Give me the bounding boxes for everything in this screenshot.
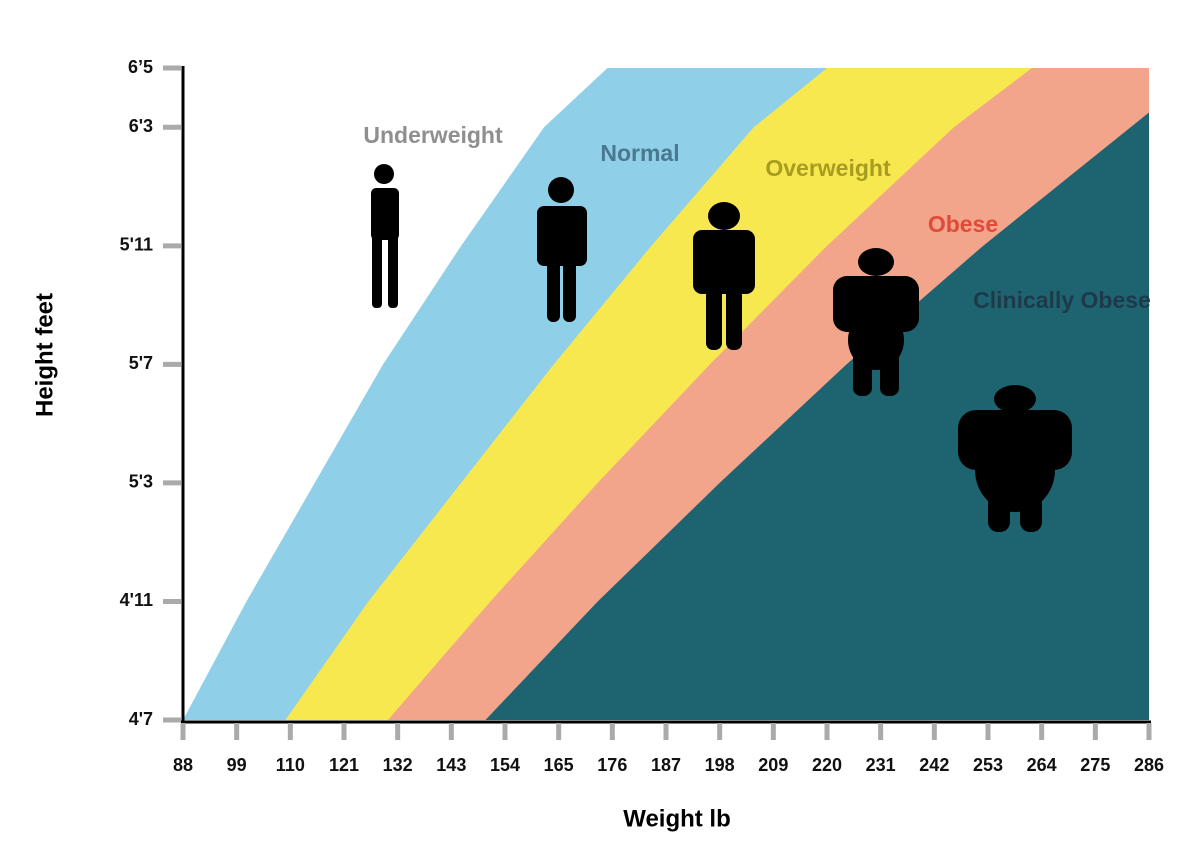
y-axis-title: Height feet — [31, 293, 58, 417]
x-tick-label: 154 — [490, 755, 520, 775]
x-tick-label: 253 — [973, 755, 1003, 775]
zone-label: Normal — [600, 140, 679, 166]
y-tick-label: 6’5 — [128, 57, 153, 77]
zone-label: Overweight — [765, 155, 891, 181]
x-axis-title: Weight lb — [623, 805, 731, 832]
zone-label: Underweight — [363, 122, 503, 148]
x-tick-label: 209 — [758, 755, 788, 775]
x-tick-label: 264 — [1027, 755, 1057, 775]
y-tick-label: 5'7 — [129, 353, 153, 373]
x-tick-label: 143 — [436, 755, 466, 775]
y-tick-label: 4'11 — [120, 590, 153, 610]
plot-area — [183, 68, 1150, 720]
figures — [371, 164, 1072, 532]
y-tick-label: 6'3 — [129, 116, 153, 136]
x-tick-label: 165 — [544, 755, 574, 775]
x-tick-label: 88 — [173, 755, 193, 775]
y-tick-label: 5'11 — [120, 235, 153, 255]
figure-obese — [833, 248, 919, 396]
x-tick-label: 99 — [227, 755, 247, 775]
zone-label: Obese — [928, 211, 998, 237]
x-tick-label: 110 — [276, 755, 305, 775]
x-tick-label: 198 — [705, 755, 735, 775]
y-tick-label: 5'3 — [129, 472, 153, 492]
zone-area — [485, 68, 1149, 720]
figure-overweight — [693, 202, 755, 350]
zone-label: Clinically Obese — [973, 287, 1151, 313]
x-tick-label: 132 — [383, 755, 413, 775]
x-tick-label: 286 — [1134, 755, 1164, 775]
x-tick-label: 187 — [651, 755, 681, 775]
x-tick-label: 176 — [597, 755, 627, 775]
x-tick-label: 231 — [866, 755, 896, 775]
figure-clinically-obese — [958, 385, 1072, 532]
axes — [163, 65, 1152, 740]
x-tick-label: 121 — [329, 755, 359, 775]
y-tick-label: 4'7 — [129, 709, 153, 729]
figure-normal — [537, 177, 587, 322]
x-tick-label: 242 — [919, 755, 949, 775]
figure-underweight — [371, 164, 399, 308]
x-tick-label: 220 — [812, 755, 842, 775]
x-tick-label: 275 — [1080, 755, 1110, 775]
